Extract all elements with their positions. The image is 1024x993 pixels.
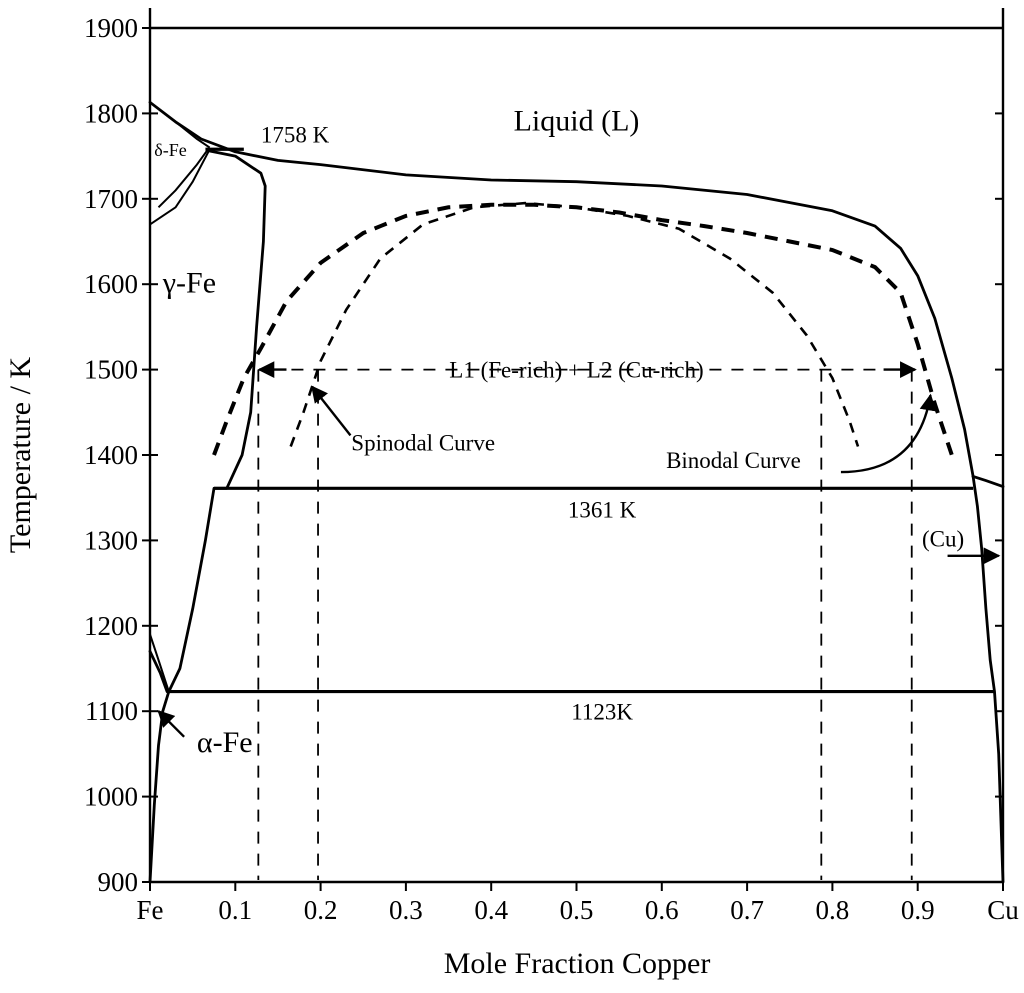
y-tick-label: 1600 xyxy=(84,269,138,299)
y-tick-label: 900 xyxy=(98,867,139,897)
y-tick-label: 1800 xyxy=(84,98,138,128)
binodal-curve xyxy=(212,202,954,456)
phase-boundary-line xyxy=(148,650,169,693)
x-tick-label: 0.1 xyxy=(218,895,252,925)
phase-boundary-line xyxy=(157,148,209,209)
x-tick-label: Fe xyxy=(137,895,164,925)
x-axis-title: Mole Fraction Copper xyxy=(444,947,711,980)
x-tick-label: Cu xyxy=(987,895,1019,925)
x-tick-label: 0.9 xyxy=(901,895,935,925)
isotherm-label: 1123K xyxy=(571,700,633,725)
liquid-label: Liquid (L) xyxy=(514,104,640,137)
y-tick-label: 1300 xyxy=(84,525,138,555)
delta-fe-label: δ-Fe xyxy=(154,140,186,160)
two-liquid-label: L1 (Fe-rich) + L2 (Cu-rich) xyxy=(449,357,703,382)
x-tick-label: 0.6 xyxy=(645,895,679,925)
alpha-fe-label: α-Fe xyxy=(197,726,253,759)
phase-boundary-line xyxy=(971,475,1005,488)
phase-boundary-line xyxy=(167,149,267,693)
x-tick-label: 0.3 xyxy=(389,895,423,925)
gamma-fe-label: γ-Fe xyxy=(162,267,216,300)
spinodal-arrow xyxy=(311,385,352,437)
x-tick-label: 0.8 xyxy=(816,895,850,925)
phase-boundary-line xyxy=(148,690,171,884)
binodal-arrow xyxy=(840,393,937,474)
x-tick-label: 0.2 xyxy=(304,895,338,925)
phase-boundary-line xyxy=(148,100,975,478)
y-tick-label: 1500 xyxy=(84,355,138,385)
y-tick-label: 1700 xyxy=(84,184,138,214)
binodal-label: Binodal Curve xyxy=(666,448,801,473)
phase-boundary-line xyxy=(971,475,1005,884)
y-tick-label: 1100 xyxy=(85,696,138,726)
y-tick-label: 1400 xyxy=(84,440,138,470)
y-axis-title: Temperature / K xyxy=(4,357,37,553)
y-tick-label: 1000 xyxy=(84,782,138,812)
alpha-fe-arrow xyxy=(157,710,185,738)
x-tick-label: 0.7 xyxy=(730,895,764,925)
x-tick-label: 0.5 xyxy=(560,895,594,925)
y-tick-label: 1900 xyxy=(84,13,138,43)
spinodal-label: Spinodal Curve xyxy=(351,431,495,456)
x-tick-label: 0.4 xyxy=(474,895,508,925)
isotherm-label: 1361 K xyxy=(568,497,637,522)
spinodal-curve xyxy=(289,201,860,447)
isotherm-label: 1758 K xyxy=(261,122,330,147)
phase-boundary-line xyxy=(149,101,211,149)
y-tick-label: 1200 xyxy=(84,611,138,641)
phase-boundary-line xyxy=(149,148,211,226)
phase-boundary-line xyxy=(149,633,170,692)
cu-solid-label: (Cu) xyxy=(922,526,964,551)
